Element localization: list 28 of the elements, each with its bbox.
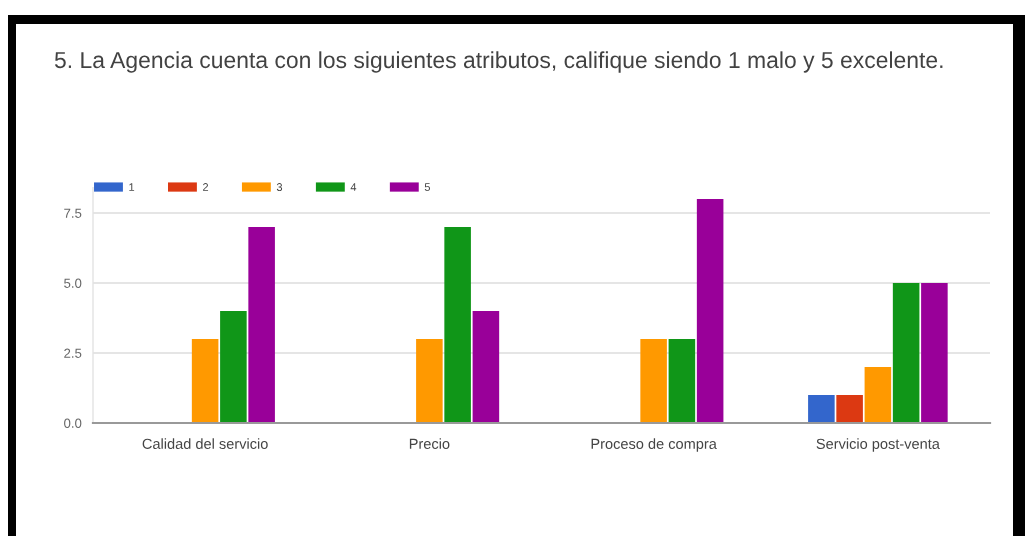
y-tick-label: 0.0 [64,418,82,428]
bar [892,283,920,423]
bar [444,227,471,423]
y-tick-label: 7.5 [64,208,82,218]
x-tick-label: Servicio post-venta [816,438,940,452]
legend-label: 2 [202,183,209,191]
bar [808,395,835,423]
legend-label: 5 [424,183,431,191]
bar [864,367,892,423]
bar [220,311,247,423]
bar [668,339,696,423]
bar [836,395,863,423]
bar [640,339,667,423]
bar [248,227,275,423]
bar [416,339,443,423]
legend-label: 1 [129,183,135,191]
y-tick-label: 5.0 [64,278,82,288]
legend-label: 4 [350,183,357,191]
x-tick-label: Calidad del servicio [142,438,268,449]
chart-title: 5. La Agencia cuenta con los siguientes atributos, califique siendo 1 malo y 5 excelente. [54,51,943,73]
x-tick-label: Proceso de compra [591,438,717,452]
bar [921,283,948,423]
x-tick-label: Precio [409,438,450,449]
bar [472,311,500,423]
y-tick-label: 2.5 [64,348,82,358]
bar [696,199,724,423]
bar [191,339,219,423]
legend-label: 3 [276,183,283,191]
